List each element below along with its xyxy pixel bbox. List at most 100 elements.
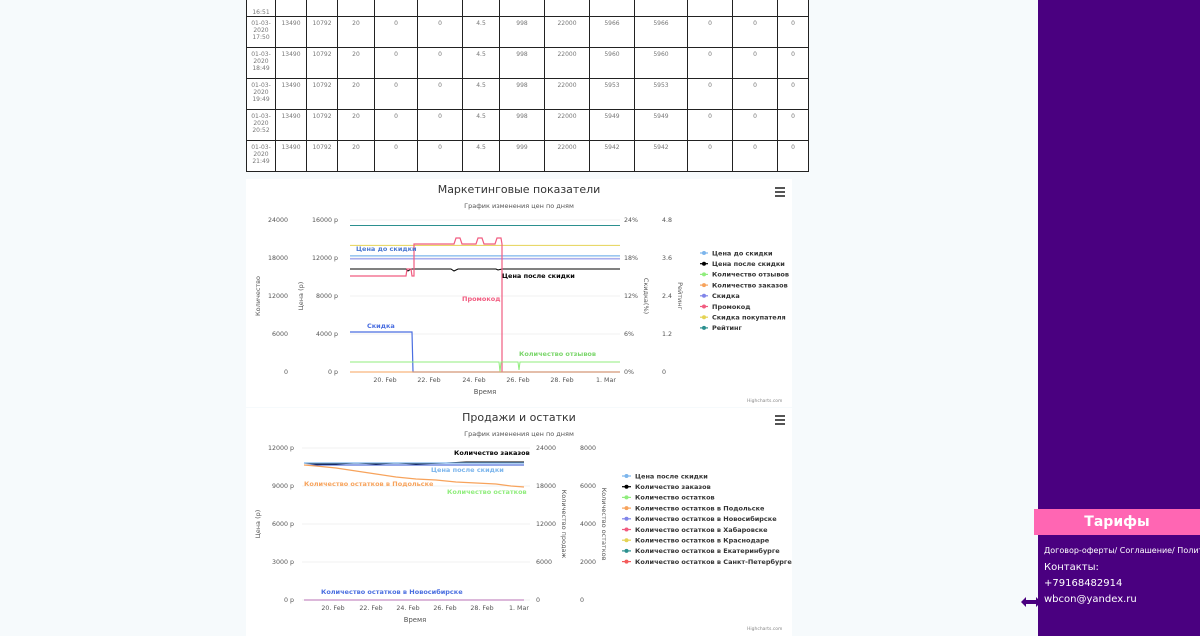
- series-podolsk: [303, 464, 525, 488]
- legend-marker: [624, 495, 629, 500]
- legend-marker: [624, 474, 629, 478]
- y-tick-label: 0: [536, 597, 540, 604]
- chart-title: Маркетинговые показатели: [437, 183, 601, 196]
- table-cell: 5966: [634, 16, 688, 48]
- table-cell: 0: [732, 78, 778, 110]
- table-cell-date: 01-03- 2020 17:50: [246, 16, 276, 48]
- table-cell: 0: [777, 78, 809, 110]
- history-table: 16:51 01-03- 2020 17:50 13490 10792 20 0 0 4.5 998…: [246, 0, 809, 172]
- table-cell: [374, 0, 418, 17]
- table-cell: 20: [337, 16, 375, 48]
- y-tick-label: 3.6: [662, 255, 672, 262]
- credits-link[interactable]: Highcharts.com: [747, 399, 783, 404]
- x-tick-label: 1. Mar: [596, 377, 616, 384]
- table-cell: [589, 0, 635, 17]
- contact-phone[interactable]: +79168482914: [1044, 578, 1123, 589]
- sales-chart: Продажи и остатки График изменения цен п…: [246, 408, 792, 636]
- legend-marker: [702, 304, 706, 309]
- y-axis-title: Цена (р): [297, 282, 305, 311]
- legend-marker: [624, 548, 629, 553]
- y-tick-label: 12000 р: [312, 255, 338, 262]
- chart-menu-icon[interactable]: [775, 187, 785, 197]
- y-tick-label: 3000 р: [272, 559, 294, 566]
- y-tick-label: 9000 р: [272, 483, 294, 490]
- legend-item: Промокод: [712, 303, 750, 311]
- table-cell: 4.5: [462, 109, 500, 141]
- legend-marker: [624, 527, 629, 532]
- x-tick-label: 28. Feb: [550, 377, 573, 384]
- y-tick-label: 6000: [272, 331, 288, 338]
- x-tick-label: 20. Feb: [373, 377, 396, 384]
- tariff-button[interactable]: Тарифы: [1034, 509, 1200, 535]
- x-tick-label: 20. Feb: [321, 605, 344, 612]
- table-cell: 20: [337, 78, 375, 110]
- table-cell: 10792: [306, 109, 338, 141]
- data-label: Промокод: [462, 295, 500, 303]
- table-cell: 998: [499, 78, 545, 110]
- table-cell: 0: [777, 109, 809, 141]
- table-cell: 5942: [589, 140, 635, 172]
- table-cell: 13490: [275, 47, 307, 79]
- legend-item: Количество остатков в Екатеринбурге: [635, 547, 780, 555]
- chart-menu-icon[interactable]: [775, 415, 785, 425]
- table-cell: 0: [417, 16, 463, 48]
- table-cell: 999: [499, 140, 545, 172]
- legend-item: Количество отзывов: [712, 271, 789, 279]
- table-cell: 0: [687, 16, 733, 48]
- table-cell: 22000: [544, 16, 590, 48]
- table-cell: 22000: [544, 47, 590, 79]
- legend-item: Цена до скидки: [712, 249, 773, 257]
- credits-link[interactable]: Highcharts.com: [747, 627, 783, 632]
- table-cell-date: 01-03- 2020 19:49: [246, 78, 276, 110]
- x-tick-label: 26. Feb: [433, 605, 456, 612]
- sales-chart-svg: 0 р 3000 р 6000 р 9000 р 12000 р 0 6000 12000 18…: [254, 445, 792, 624]
- x-tick-label: 28. Feb: [470, 605, 493, 612]
- legend-item: Количество остатков в Краснодаре: [635, 537, 770, 545]
- y-tick-label: 4000: [580, 521, 596, 528]
- legend-marker: [624, 506, 629, 511]
- y-tick-label: 2.4: [662, 293, 672, 300]
- y-tick-label: 18%: [624, 255, 638, 262]
- table-row: 01-03- 2020 18:49 13490 10792 20 0 0 4.5 998 22000…: [246, 47, 809, 79]
- y-tick-label: 2000: [580, 559, 596, 566]
- table-cell: 0: [417, 47, 463, 79]
- y-tick-label: 18000: [268, 255, 288, 262]
- table-cell: 0: [732, 140, 778, 172]
- table-cell: 5960: [634, 47, 688, 79]
- table-row: 16:51: [246, 0, 809, 17]
- contact-email[interactable]: wbcon@yandex.ru: [1044, 594, 1137, 605]
- legend-marker: [624, 516, 629, 521]
- table-cell: 0: [374, 16, 418, 48]
- table-cell: 0: [687, 78, 733, 110]
- sidebar: [1038, 0, 1200, 636]
- legend-item: Скидка: [712, 292, 740, 300]
- table-cell: 22000: [544, 109, 590, 141]
- table-cell: 10792: [306, 16, 338, 48]
- y-tick-label: 0 р: [328, 369, 338, 376]
- x-tick-label: 26. Feb: [506, 377, 529, 384]
- collapse-arrow-icon[interactable]: [1020, 596, 1042, 608]
- table-cell: 5953: [634, 78, 688, 110]
- y-tick-label: 12000: [536, 521, 556, 528]
- table-cell: 5942: [634, 140, 688, 172]
- table-cell: 4.5: [462, 47, 500, 79]
- y-tick-label: 4.8: [662, 217, 672, 224]
- y-tick-label: 8000: [580, 445, 596, 452]
- table-cell: [499, 0, 545, 17]
- y-axis-title: Количество остатков: [600, 488, 608, 561]
- legend-marker: [702, 325, 706, 330]
- data-label: Количество заказов: [454, 449, 530, 457]
- table-cell: 5949: [634, 109, 688, 141]
- data-label: Цена после скидки: [502, 272, 575, 280]
- legal-links[interactable]: Договор-оферты/ Соглашение/ Политика/: [1044, 546, 1200, 555]
- table-cell: 5949: [589, 109, 635, 141]
- y-tick-label: 1.2: [662, 331, 672, 338]
- series-promocode: [350, 237, 503, 372]
- y-axis-title: Скидка(%): [642, 278, 650, 314]
- table-cell: 5966: [589, 16, 635, 48]
- table-cell: 0: [732, 47, 778, 79]
- y-tick-label: 6000 р: [272, 521, 294, 528]
- legend-item: Количество остатков в Подольске: [635, 504, 765, 512]
- x-axis-title: Время: [474, 388, 496, 396]
- x-tick-label: 1. Mar: [509, 605, 529, 612]
